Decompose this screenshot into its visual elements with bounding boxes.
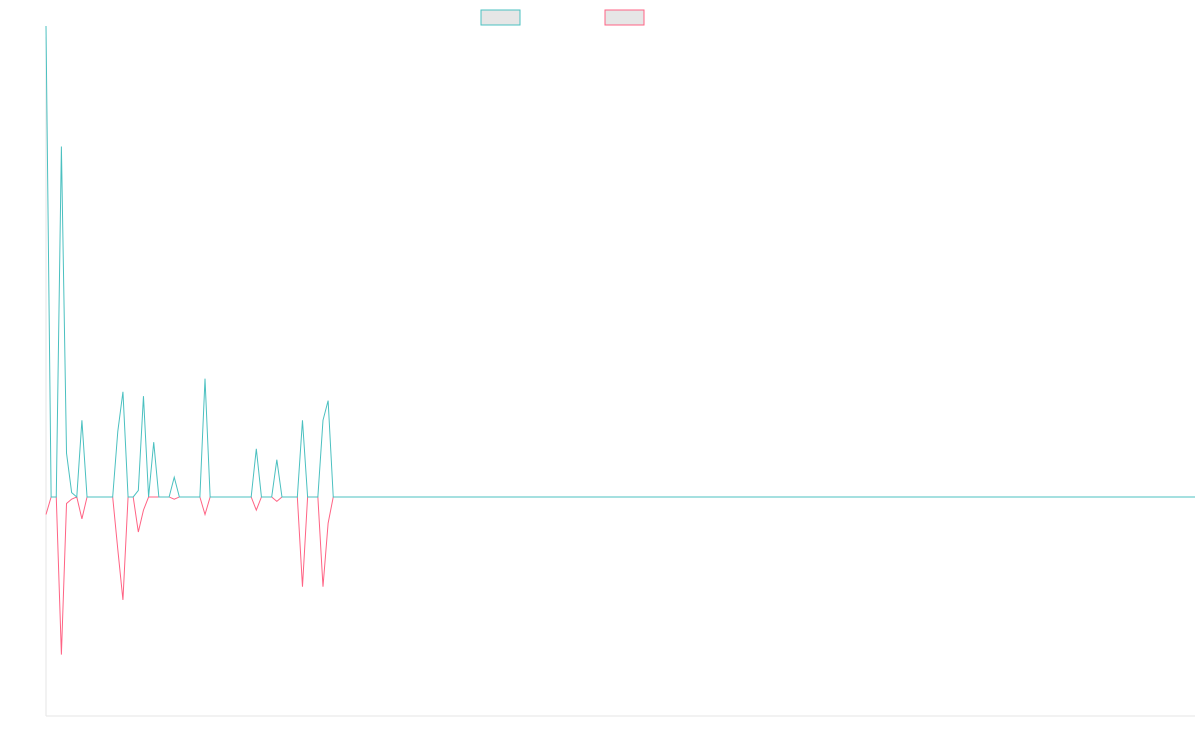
axes [45,37,1195,717]
legend-swatch-2[interactable] [604,9,645,26]
series-line-1 [45,26,1195,498]
legend [480,9,645,26]
series-layer [45,26,1195,655]
series-line-2 [45,496,1195,655]
legend-swatch-1[interactable] [480,9,521,26]
